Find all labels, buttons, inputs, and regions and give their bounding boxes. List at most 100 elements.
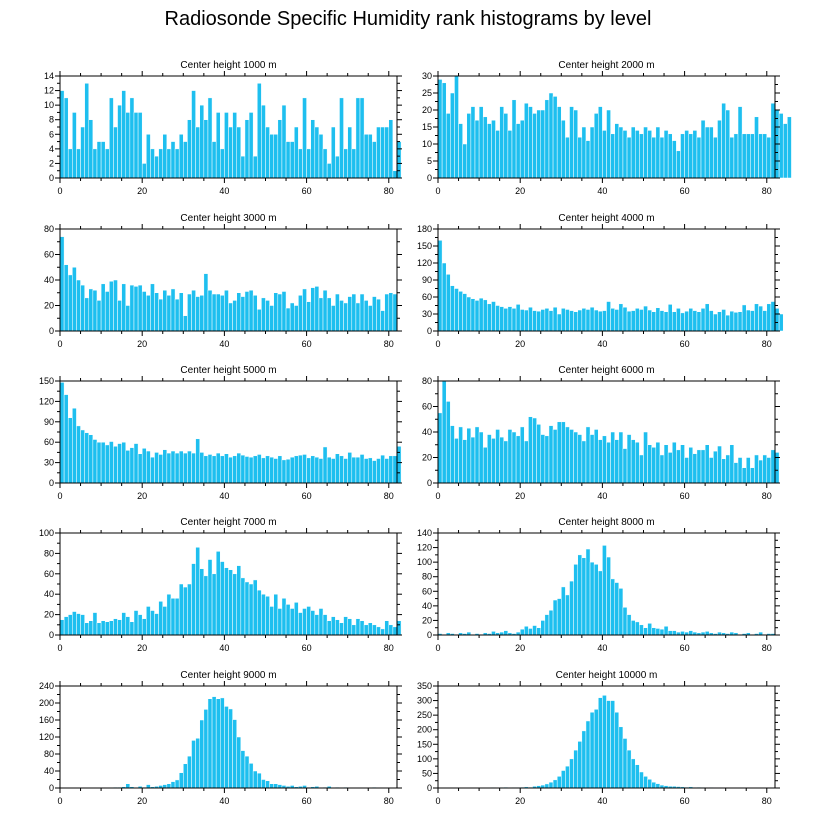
x-tick-label: 80 (762, 339, 772, 349)
histogram-bar (630, 620, 636, 636)
histogram-bar (339, 622, 344, 636)
histogram-bar (133, 443, 139, 484)
histogram-bar (215, 551, 221, 636)
histogram-bar (285, 458, 291, 484)
histogram-bar (269, 134, 274, 179)
y-tick-label: 40 (44, 766, 54, 776)
x-tick-label: 20 (137, 643, 147, 653)
histogram-bar (326, 456, 332, 484)
histogram-bar (306, 606, 311, 636)
y-tick-label: 20 (422, 453, 432, 463)
histogram-bar (593, 709, 599, 789)
histogram-bar (232, 719, 237, 789)
histogram-bar (692, 310, 698, 332)
histogram-bar (384, 458, 390, 484)
y-tick-label: 250 (417, 710, 432, 720)
histogram-bar (573, 109, 578, 179)
histogram-bar (491, 631, 496, 636)
histogram-bar (240, 750, 246, 789)
histogram-bar (750, 467, 755, 484)
y-tick-label: 0 (427, 326, 432, 336)
histogram-bar (655, 628, 661, 636)
histogram-bar (548, 781, 554, 789)
x-tick-label: 40 (219, 491, 229, 501)
histogram-bar (766, 303, 772, 332)
histogram-bar (470, 106, 476, 179)
histogram-bar (610, 133, 615, 179)
histogram-bar (717, 311, 722, 332)
y-tick-label: 100 (39, 528, 54, 538)
histogram-bar (240, 155, 246, 179)
histogram-bar (220, 697, 225, 789)
y-tick-label: 0 (427, 630, 432, 640)
histogram-bar (721, 458, 726, 484)
y-tick-label: 80 (44, 548, 54, 558)
histogram-bar (355, 618, 361, 636)
histogram-bar (544, 614, 550, 636)
histogram-bar (606, 700, 611, 789)
histogram-bar (104, 621, 110, 636)
histogram-bar (454, 75, 459, 179)
y-tick-label: 25 (422, 88, 432, 98)
histogram-bar (322, 148, 328, 179)
histogram-bar (536, 109, 541, 179)
x-tick-label: 0 (435, 643, 440, 653)
histogram-bar (269, 456, 274, 484)
histogram-bar (511, 431, 517, 484)
histogram-bar (458, 123, 463, 179)
histogram-bar (630, 126, 636, 179)
histogram-bar (129, 447, 135, 484)
histogram-bar (178, 583, 184, 636)
histogram-bar (88, 620, 94, 636)
histogram-bar (745, 309, 751, 332)
histogram-bar (487, 123, 492, 179)
histogram-bar (133, 610, 139, 636)
histogram-bar (211, 573, 217, 636)
histogram-bar (228, 302, 233, 332)
histogram-bar (663, 311, 669, 332)
histogram-bar (129, 97, 135, 179)
histogram-bar (515, 435, 521, 484)
histogram-bar (581, 730, 587, 789)
y-tick-label: 0 (49, 173, 54, 183)
histogram-bar (158, 148, 163, 179)
histogram-bar (384, 293, 390, 332)
histogram-bar (556, 313, 562, 332)
histogram-bar (166, 295, 172, 332)
histogram-bar (519, 426, 525, 484)
histogram-bar (437, 79, 443, 179)
histogram-bar (392, 293, 398, 332)
histogram-bar (372, 624, 377, 636)
histogram-bar (536, 627, 541, 636)
histogram-bar (158, 454, 163, 484)
histogram-bar (639, 454, 644, 484)
histogram-bar (100, 141, 106, 179)
histogram-bar (137, 453, 143, 484)
histogram-bar (80, 614, 85, 636)
histogram-bar (540, 109, 546, 179)
histogram-bar (141, 163, 147, 179)
histogram-bar (100, 283, 106, 332)
histogram-bar (651, 447, 657, 484)
histogram-bar (388, 455, 394, 484)
histogram-bar (318, 608, 324, 636)
histogram-bar (117, 619, 122, 636)
histogram-bar (199, 295, 205, 332)
histogram-bar (474, 119, 480, 179)
histogram-bar (372, 460, 377, 484)
y-tick-label: 14 (44, 71, 54, 81)
y-tick-label: 120 (39, 396, 54, 406)
panel-6: Center height 6000 m 0 20 40 60 80 0 20 40 60 80 (422, 365, 780, 501)
histogram-bar (626, 310, 632, 332)
histogram-bar (207, 698, 213, 789)
histogram-bar (236, 126, 242, 179)
histogram-bar (569, 580, 574, 636)
histogram-bar (774, 452, 780, 484)
y-tick-label: 300 (417, 696, 432, 706)
histogram-bar (236, 736, 242, 789)
histogram-bar (162, 606, 168, 636)
histogram-bar (113, 446, 118, 484)
histogram-bar (92, 148, 98, 179)
histogram-bar (676, 449, 681, 484)
